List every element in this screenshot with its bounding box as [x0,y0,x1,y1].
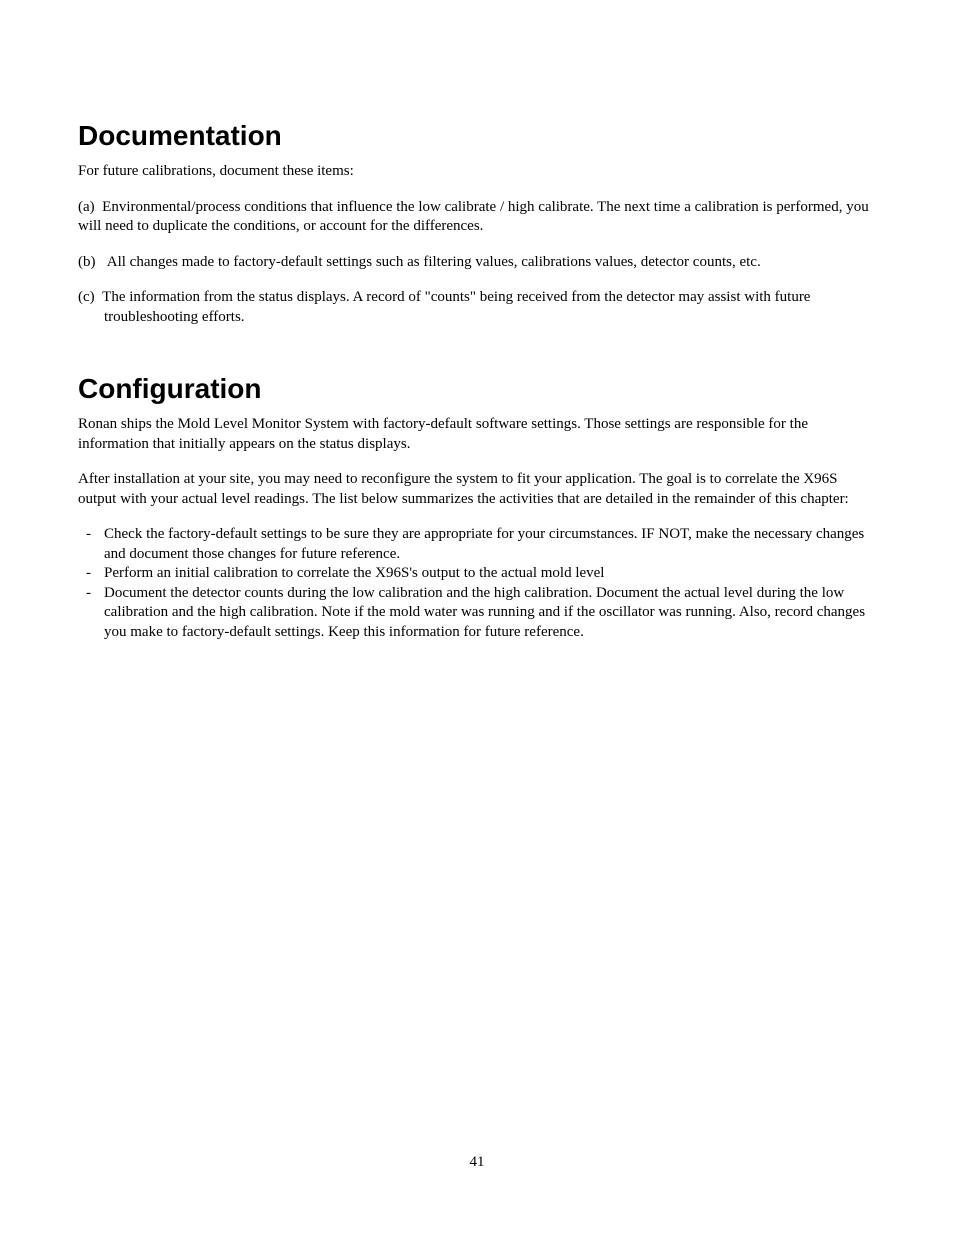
configuration-bullet-2: Perform an initial calibration to correl… [78,564,876,584]
configuration-heading: Configuration [78,373,876,405]
item-label: (b) [78,254,96,270]
documentation-item-c: (c) The information from the status disp… [78,288,876,327]
item-text: Environmental/process conditions that in… [78,199,869,235]
item-text: The information from the status displays… [102,289,810,325]
configuration-list: Check the factory-default settings to be… [78,525,876,642]
configuration-para-1: Ronan ships the Mold Level Monitor Syste… [78,415,876,454]
configuration-bullet-1: Check the factory-default settings to be… [78,525,876,564]
documentation-list: (a) Environmental/process conditions tha… [78,198,876,328]
item-label: (a) [78,199,95,215]
item-text: All changes made to factory-default sett… [107,254,761,270]
documentation-section: Documentation For future calibrations, d… [78,120,876,327]
documentation-item-a: (a) Environmental/process conditions tha… [78,198,876,237]
configuration-bullet-3: Document the detector counts during the … [78,584,876,643]
item-label: (c) [78,289,95,305]
configuration-para-2: After installation at your site, you may… [78,470,876,509]
documentation-item-b: (b) All changes made to factory-default … [78,253,876,273]
configuration-section: Configuration Ronan ships the Mold Level… [78,373,876,642]
documentation-heading: Documentation [78,120,876,152]
page-number: 41 [0,1154,954,1171]
documentation-intro: For future calibrations, document these … [78,162,876,182]
